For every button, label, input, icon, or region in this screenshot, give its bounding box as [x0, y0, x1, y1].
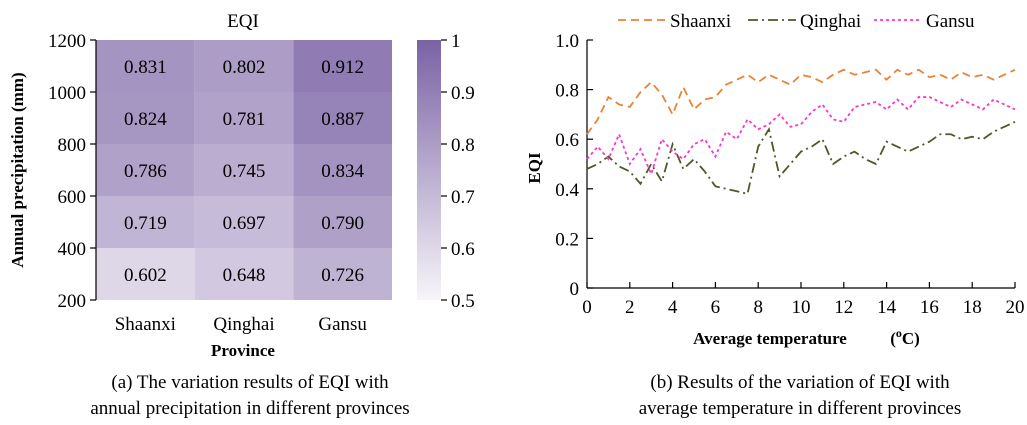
heatmap-cell	[293, 196, 392, 248]
heatmap-y-axis-label: Annual precipitation (mm)	[8, 72, 27, 267]
heatmap-cell	[194, 248, 294, 300]
line-chart-x-tick-label: 8	[753, 297, 763, 318]
heatmap-cell	[194, 40, 294, 92]
heatmap-cell-value: 0.786	[124, 161, 167, 182]
unit-degree-sup: o	[896, 326, 902, 340]
heatmap-cell-value: 0.887	[321, 109, 364, 130]
line-chart-x-tick-label: 4	[668, 297, 678, 318]
caption-a-line-1: (a) The variation results of EQI with	[111, 372, 389, 393]
heatmap-cell-value: 0.648	[223, 265, 266, 286]
line-chart-x-axis-label: Average temperature	[693, 329, 847, 348]
line-chart-x-tick-label: 20	[1006, 297, 1025, 318]
line-chart-x-tick-label: 16	[920, 297, 939, 318]
heatmap-y-tick-label: 400	[58, 239, 87, 260]
heatmap-cell-value: 0.602	[124, 265, 167, 286]
heatmap-y-tick-label: 1000	[48, 83, 86, 104]
line-chart-y-tick-label: 0.2	[555, 229, 579, 250]
heatmap-x-tick-label: Gansu	[318, 314, 367, 335]
line-chart-x-tick-label: 14	[877, 297, 897, 318]
line-chart-y-tick-label: 1.0	[555, 31, 579, 52]
heatmap-axes: 200 400 600 800 1000 1200 Shaanxi Qinghai Gansu	[48, 31, 367, 335]
line-chart-x-axis-unit: (oC)	[890, 326, 920, 348]
line-chart-legend: Shaanxi Qinghai Gansu	[618, 11, 975, 32]
heatmap-cell	[194, 196, 294, 248]
heatmap-cell-value: 0.790	[321, 213, 364, 234]
caption-b: (b) Results of the variation of EQI with…	[580, 370, 1020, 422]
line-chart-axes: 0 0.2 0.4 0.6 0.8 1.0 0 2 4 6 8 10 12 14 16 18 20	[555, 31, 1024, 318]
heatmap-cell	[194, 144, 294, 196]
heatmap-cell	[96, 92, 195, 144]
heatmap-y-tick-label: 200	[58, 291, 87, 312]
heatmap-cell	[194, 92, 294, 144]
line-chart-x-tick-label: 6	[711, 297, 721, 318]
line-chart-x-tick-label: 10	[792, 297, 811, 318]
line-chart-y-tick-label: 0.4	[555, 180, 579, 201]
heatmap-colorbar: 0.5 0.6 0.7 0.8 0.9 1	[417, 31, 475, 312]
line-chart-y-tick-label: 0.8	[555, 81, 579, 102]
unit-open-paren: (	[890, 329, 896, 348]
heatmap-cell-value: 0.831	[124, 57, 167, 78]
legend-label-gansu: Gansu	[926, 11, 975, 32]
unit-rest: C)	[902, 329, 920, 348]
heatmap-cell-value: 0.745	[223, 161, 266, 182]
heatmap-x-tick-label: Shaanxi	[115, 314, 176, 335]
line-chart-y-tick-label: 0	[570, 279, 580, 300]
legend-label-shaanxi: Shaanxi	[670, 11, 731, 32]
heatmap-cell-value: 0.697	[223, 213, 266, 234]
colorbar-tick-label: 0.9	[451, 83, 475, 104]
series-line-shaanxi	[586, 68, 1016, 135]
colorbar-bar	[417, 40, 441, 300]
heatmap-cell	[293, 248, 392, 300]
line-chart-y-axis-label: EQI	[525, 152, 544, 184]
heatmap-cell-value: 0.834	[321, 161, 364, 182]
line-chart-x-tick-label: 18	[963, 297, 982, 318]
heatmap-cell-value: 0.802	[223, 57, 266, 78]
heatmap-cell-value: 0.824	[124, 109, 167, 130]
line-chart-x-tick-label: 2	[625, 297, 635, 318]
colorbar-tick-label: 0.6	[451, 239, 475, 260]
heatmap-cell	[96, 248, 195, 300]
heatmap-cell	[96, 144, 195, 196]
heatmap-cell-value: 0.719	[124, 213, 167, 234]
colorbar-tick-label: 0.8	[451, 135, 475, 156]
heatmap-y-tick-label: 800	[58, 135, 87, 156]
heatmap-y-tick-label: 1200	[48, 31, 86, 52]
line-chart-x-tick-label: 12	[834, 297, 853, 318]
heatmap-cell-value: 0.726	[321, 265, 364, 286]
heatmap-cells: 0.831 0.802 0.912 0.824 0.781 0.887 0.786 0.745…	[96, 40, 392, 300]
heatmap-chart: 0.831 0.802 0.912 0.824 0.781 0.887 0.786 0.745…	[8, 11, 475, 360]
heatmap-cell-value: 0.912	[321, 57, 364, 78]
heatmap-cell	[96, 40, 195, 92]
heatmap-x-axis-label: Province	[211, 341, 275, 360]
heatmap-x-tick-label: Qinghai	[213, 314, 274, 335]
heatmap-cell	[293, 144, 392, 196]
colorbar-tick-label: 0.7	[451, 187, 475, 208]
caption-b-line-2: average temperature in different provinc…	[638, 398, 962, 419]
heatmap-cell-value: 0.781	[223, 109, 266, 130]
line-chart: 0 0.2 0.4 0.6 0.8 1.0 0 2 4 6 8 10 12 14 16 18 20 Shaanx…	[525, 11, 1025, 348]
heatmap-title: EQI	[227, 11, 259, 32]
line-chart-x-tick-label: 0	[582, 297, 592, 318]
caption-b-line-1: (b) Results of the variation of EQI with	[650, 372, 950, 393]
caption-a: (a) The variation results of EQI with an…	[40, 370, 460, 422]
legend-label-qinghai: Qinghai	[800, 11, 861, 32]
heatmap-cell	[293, 92, 392, 144]
heatmap-cell	[96, 196, 195, 248]
heatmap-cell	[293, 40, 392, 92]
line-chart-series	[586, 68, 1016, 195]
heatmap-y-tick-label: 600	[58, 187, 87, 208]
caption-a-line-2: annual precipitation in different provin…	[90, 398, 410, 419]
series-line-qinghai	[586, 121, 1016, 195]
colorbar-tick-label: 0.5	[451, 291, 475, 312]
series-line-gansu	[586, 96, 1016, 177]
colorbar-tick-label: 1	[451, 31, 461, 52]
line-chart-y-tick-label: 0.6	[555, 130, 579, 151]
